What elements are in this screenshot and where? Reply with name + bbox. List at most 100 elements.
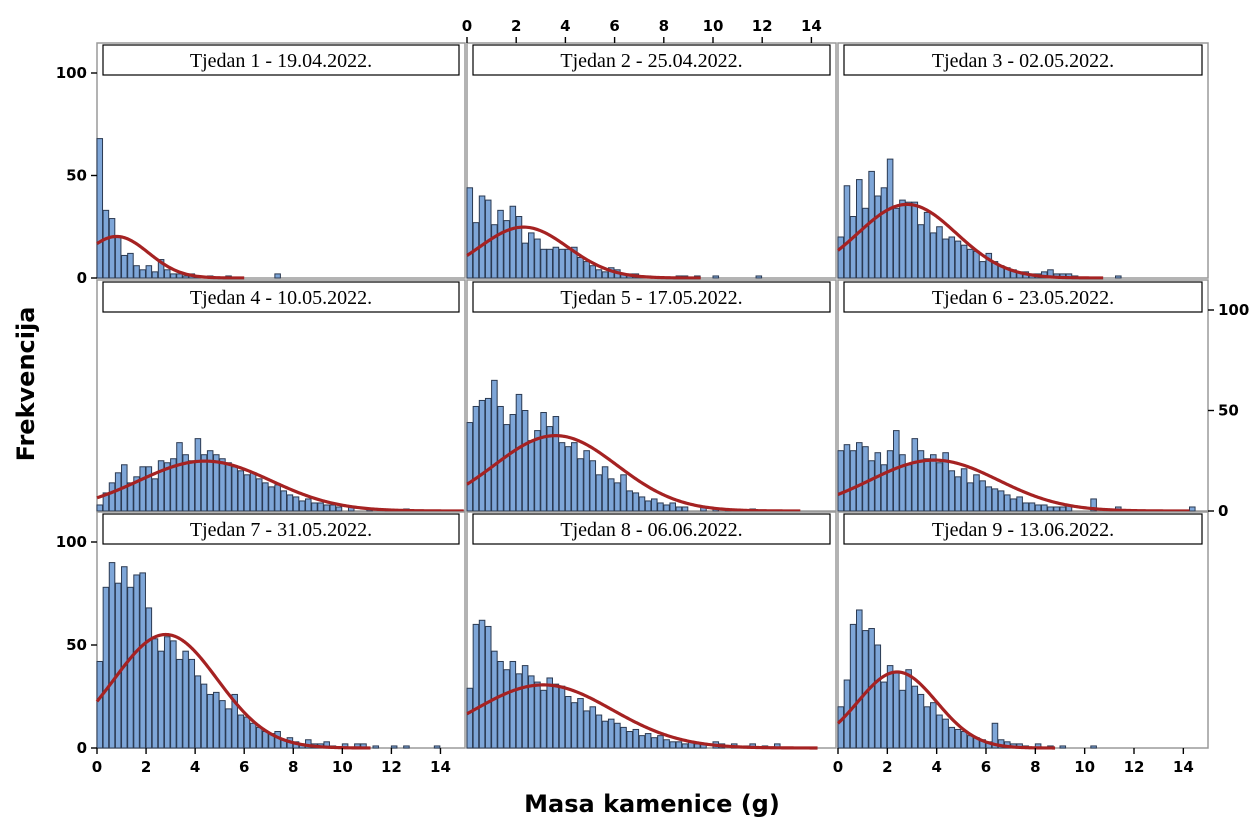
histogram-bar [595, 714, 603, 749]
panel-strip: Tjedan 7 - 31.05.2022. [102, 513, 460, 545]
histogram-bar [893, 207, 900, 279]
panel-1: Tjedan 1 - 19.04.2022. [96, 42, 466, 280]
histogram-bar [176, 658, 183, 749]
panel-strip: Tjedan 9 - 13.06.2022. [843, 513, 1203, 545]
histogram-bar [274, 273, 281, 279]
histogram-bar [1115, 275, 1122, 279]
histogram-bar [515, 673, 523, 749]
histogram-bar [102, 586, 110, 749]
panel-strip: Tjedan 3 - 02.05.2022. [843, 44, 1203, 76]
histogram-bar [188, 658, 196, 749]
histogram-bar [311, 502, 318, 512]
histogram-bar [96, 660, 104, 749]
histogram-bar [620, 474, 627, 512]
histogram-bar [329, 504, 337, 512]
normal-fit-curve [837, 202, 1104, 280]
normal-fit-curve [466, 434, 801, 513]
histogram-bar [1041, 504, 1048, 512]
histogram-bar [478, 399, 486, 512]
histogram-bar [139, 572, 146, 749]
panel-strip: Tjedan 5 - 17.05.2022. [472, 281, 831, 313]
histogram-bar [620, 726, 627, 749]
histogram-bar [176, 273, 183, 279]
x-tick-label: 6 [981, 758, 991, 776]
histogram-bar [849, 623, 857, 749]
histogram-bar [466, 187, 474, 279]
histogram-bar [157, 460, 165, 512]
histogram-bar [601, 720, 609, 749]
histogram-bar [163, 462, 171, 512]
histogram-bar [755, 275, 763, 279]
histogram-bar [911, 201, 919, 279]
histogram-bar [930, 232, 937, 279]
panel-7: Tjedan 7 - 31.05.2022. [95, 511, 466, 750]
x-tick-label: 10 [1074, 758, 1095, 776]
histogram-bar [973, 250, 980, 279]
x-tick-label: 4 [190, 758, 200, 776]
histogram-bar [1004, 494, 1011, 512]
x-tick-label: 6 [239, 758, 249, 776]
histogram-bar [936, 226, 943, 279]
x-tick-label: 8 [288, 758, 298, 776]
histogram-bar [491, 224, 498, 279]
histogram-bar [1090, 498, 1097, 512]
histogram-bar [534, 238, 541, 279]
histogram-bar [614, 722, 621, 749]
histogram-bar [657, 735, 664, 749]
histogram-bar [163, 269, 171, 279]
histogram-bar [1090, 745, 1097, 749]
histogram-bar [960, 468, 968, 512]
histogram-bar [170, 273, 177, 279]
histogram-bar [96, 138, 104, 279]
histogram-bar [558, 442, 566, 512]
x-tick-label: 12 [381, 758, 402, 776]
histogram-bar [108, 562, 116, 749]
x-tick-label: 0 [833, 758, 843, 776]
histogram-bar [237, 714, 245, 749]
histogram-bar [558, 248, 566, 279]
histogram-bar [948, 236, 956, 279]
x-tick-label: 14 [430, 758, 451, 776]
histogram-bar [874, 452, 882, 512]
histogram-bar [151, 638, 159, 749]
strip-box [102, 513, 460, 545]
histogram-bar [503, 669, 510, 749]
x-tick-label: 4 [931, 758, 941, 776]
bars [96, 562, 441, 749]
histogram-bar [403, 745, 410, 749]
histogram-bar [589, 265, 597, 279]
histogram-bar [577, 257, 584, 279]
histogram-bar [121, 566, 128, 749]
histogram-bar [298, 500, 306, 512]
histogram-bar [564, 248, 572, 279]
histogram-bar [133, 265, 140, 279]
histogram-bar [985, 486, 993, 512]
histogram-bar [503, 220, 510, 279]
histogram-bar [837, 706, 845, 749]
histogram-bar [478, 195, 486, 279]
histogram-bar [638, 496, 646, 512]
histogram-bar [176, 442, 183, 512]
histogram-bar [985, 252, 993, 279]
histogram-bar [942, 238, 949, 279]
histogram-bar [880, 187, 888, 279]
histogram-bar [571, 246, 578, 279]
histogram-bar [121, 254, 128, 279]
normal-fit-curve [837, 458, 1190, 513]
histogram-bar [323, 504, 330, 512]
histogram-bar [472, 405, 480, 512]
histogram-bar [170, 640, 177, 749]
histogram-bar [856, 609, 863, 749]
histogram-bar [237, 470, 245, 512]
histogram-bar [936, 714, 943, 749]
histogram-bar [274, 484, 281, 512]
histogram-bar [917, 224, 925, 279]
histogram-bar [849, 216, 857, 279]
histogram-bar [127, 252, 134, 279]
panel-4: Tjedan 4 - 10.05.2022. [96, 279, 466, 513]
y-tick-label: 100 [56, 64, 87, 82]
histogram-bar [886, 665, 894, 749]
histogram-bar [102, 209, 110, 279]
x-tick-label: 8 [659, 17, 669, 35]
histogram-bar [390, 745, 398, 749]
